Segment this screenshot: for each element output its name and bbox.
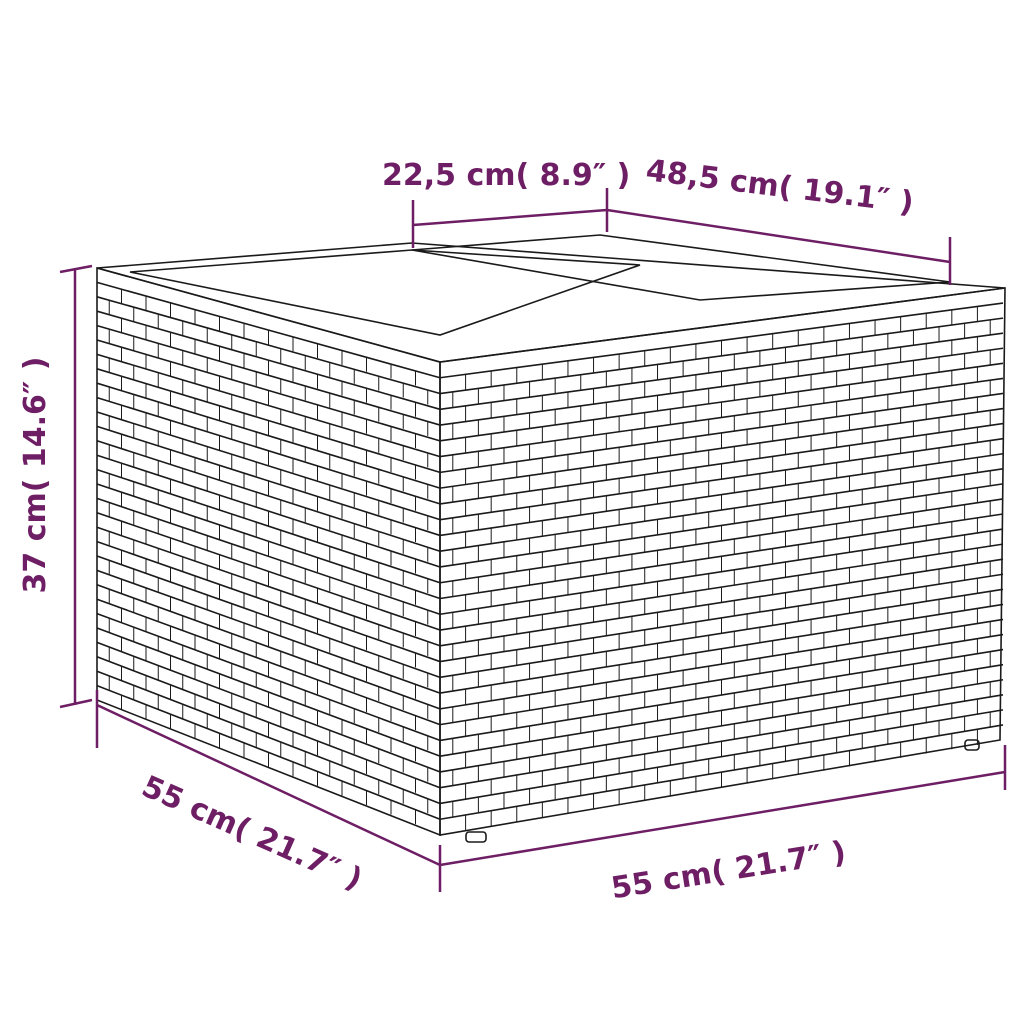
weave-strand — [96, 382, 441, 489]
height-dimension-line — [59, 264, 93, 709]
weave-strand — [96, 296, 441, 395]
weave-strand — [439, 407, 1004, 489]
top-right-dimension-line — [606, 208, 952, 285]
top-left-dimension-line — [411, 188, 609, 248]
weave-strand — [439, 528, 1004, 616]
height-dimension-label: 37 cm( 14.6″ ) — [18, 357, 53, 594]
weave-strand — [439, 317, 1004, 395]
weave-strand — [439, 648, 1004, 742]
weave-strand — [439, 588, 1004, 679]
glass-panel-right — [411, 234, 951, 301]
weave-strand — [439, 468, 1004, 552]
weave-strand — [96, 368, 441, 474]
weave-strand — [439, 678, 1004, 773]
weave-strand — [96, 468, 441, 584]
weave-strand — [96, 353, 441, 458]
weave-strand — [439, 498, 1004, 584]
weave-strand — [96, 526, 441, 647]
weave-strand — [439, 573, 1004, 663]
box-foot — [465, 831, 487, 843]
weave-strand — [439, 618, 1004, 710]
width-dimension-label: 55 cm( 21.7″ ) — [609, 835, 849, 907]
box-top-rim — [96, 242, 1006, 363]
weave-strand — [439, 377, 1004, 458]
top-left-dimension-label: 22,5 cm( 8.9″ ) — [382, 158, 630, 193]
depth-dimension-line — [95, 690, 442, 892]
weave-strand — [96, 411, 441, 521]
width-dimension-line — [439, 745, 1007, 867]
weave-strand — [96, 612, 441, 742]
weave-strand — [96, 584, 441, 710]
box-foot — [964, 739, 980, 751]
weave-strand — [96, 641, 441, 773]
weave-strand — [439, 347, 1004, 426]
weave-strand — [439, 709, 1004, 805]
weave-strand — [439, 437, 1004, 521]
weave-strand — [96, 497, 441, 616]
rattan-storage-box — [96, 234, 1006, 843]
box-front-right-face — [439, 287, 1006, 836]
top-right-dimension-label: 48,5 cm( 19.1″ ) — [644, 153, 916, 221]
weave-strand — [439, 558, 1004, 647]
glass-panel-left — [129, 249, 641, 336]
weave-strand — [96, 555, 441, 679]
weave-strand — [96, 440, 441, 552]
dimension-lines — [59, 188, 1007, 892]
weave-strand — [96, 281, 441, 379]
weave-strand — [96, 684, 441, 820]
weave-strand — [96, 670, 441, 805]
weave-strand — [96, 324, 441, 426]
depth-dimension-label: 55 cm( 21.7″ ) — [137, 769, 368, 897]
weave-strand — [96, 512, 441, 631]
